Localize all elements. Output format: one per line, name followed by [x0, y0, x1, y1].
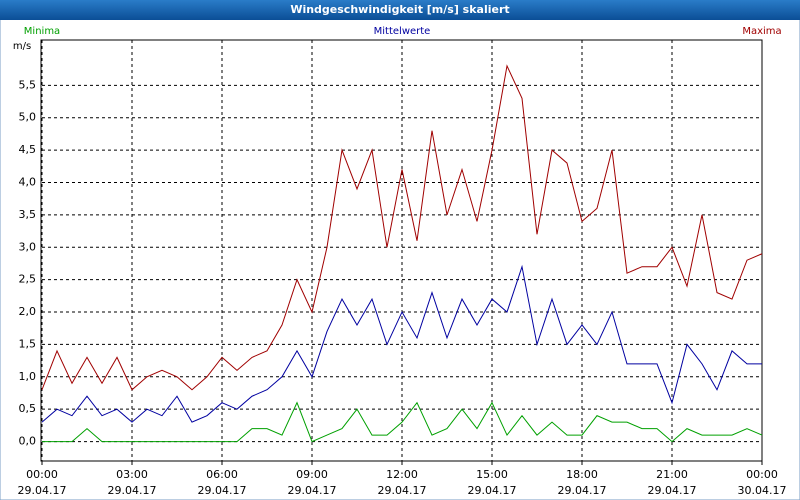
y-tick-label: 0,5 — [19, 402, 37, 415]
legend-entry: Maxima — [742, 26, 781, 37]
x-tick-date: 29.04.17 — [18, 484, 67, 497]
y-tick-label: 5,5 — [19, 78, 37, 91]
x-tick-label: 18:00 — [566, 468, 598, 481]
y-tick-label: 3,0 — [19, 240, 37, 253]
series-line — [41, 264, 762, 423]
y-tick-label: 5,0 — [19, 111, 37, 124]
x-tick-label: 15:00 — [476, 468, 508, 481]
x-tick-label: 12:00 — [386, 468, 418, 481]
x-tick-date: 29.04.17 — [378, 484, 427, 497]
x-tick-date: 29.04.17 — [648, 484, 697, 497]
y-tick-label: 1,0 — [19, 370, 37, 383]
x-tick-date: 29.04.17 — [468, 484, 517, 497]
x-tick-date: 29.04.17 — [198, 484, 247, 497]
x-tick-date: 29.04.17 — [108, 484, 157, 497]
x-tick-date: 29.04.17 — [288, 484, 337, 497]
y-tick-label: 2,5 — [19, 273, 37, 286]
y-tick-label: 3,5 — [19, 208, 37, 221]
legend-entry: Minima — [24, 26, 60, 37]
x-tick-date: 29.04.17 — [558, 484, 607, 497]
x-tick-label: 03:00 — [116, 468, 148, 481]
x-tick-date: 30.04.17 — [738, 484, 787, 497]
y-tick-label: 4,0 — [19, 175, 37, 188]
title-bar — [0, 0, 800, 20]
series-line — [42, 401, 763, 443]
y-tick-label: 0,0 — [19, 435, 37, 448]
y-tick-label: 1,5 — [19, 337, 37, 350]
x-tick-label: 21:00 — [656, 468, 688, 481]
x-tick-label: 00:00 — [746, 468, 778, 481]
x-tick-label: 00:00 — [26, 468, 58, 481]
y-tick-label: 2,0 — [19, 305, 37, 318]
x-tick-label: 06:00 — [206, 468, 238, 481]
x-tick-label: 09:00 — [296, 468, 328, 481]
y-tick-label: 4,5 — [19, 143, 37, 156]
y-unit: m/s — [13, 41, 31, 52]
chart-title: Windgeschwindigkeit [m/s] skaliert — [290, 3, 509, 16]
series-line — [41, 64, 763, 391]
legend-entry: Mittelwerte — [374, 26, 431, 37]
